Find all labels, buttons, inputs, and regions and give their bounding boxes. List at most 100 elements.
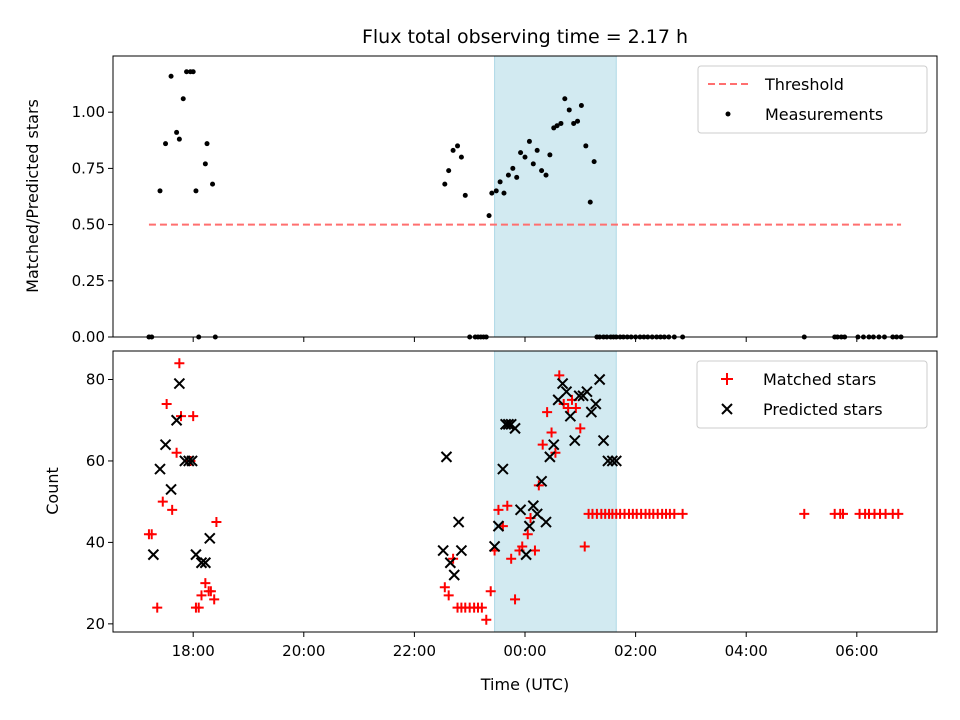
measurements-point — [157, 188, 163, 194]
measurements-point — [534, 147, 540, 153]
predicted-stars-point — [154, 463, 166, 475]
panel-count: 20 40 60 80 18:00 20:00 22:00 00:00 02:00 04:00 0… — [43, 350, 938, 694]
predicted-stars-point — [590, 398, 602, 410]
matched-stars-point — [209, 594, 220, 605]
matched-stars-point — [481, 614, 492, 625]
predicted-stars-point — [488, 540, 501, 553]
count-y-ticks: 20 40 60 80 — [86, 371, 113, 633]
measurements-point — [176, 136, 182, 142]
matched-stars-point — [152, 602, 163, 613]
measurements-point — [587, 199, 593, 205]
legend-matched-label: Matched stars — [763, 370, 876, 389]
predicted-stars-point — [509, 422, 521, 435]
matched-stars-point — [799, 508, 810, 519]
predicted-stars-point — [437, 544, 449, 557]
predicted-stars-point — [448, 569, 460, 581]
matched-stars-point — [837, 508, 848, 519]
predicted-stars-point — [548, 438, 560, 451]
predicted-stars-point — [523, 520, 536, 532]
matched-stars-point — [443, 590, 454, 601]
measurements-point — [562, 96, 568, 102]
predicted-stars-point — [147, 548, 160, 561]
predicted-stars-point — [606, 455, 619, 467]
measurements-point — [575, 118, 581, 124]
figure-title: Flux total observing time = 2.17 h — [362, 26, 688, 48]
y-tick-label: 0.00 — [72, 328, 105, 346]
count-x-ticks: 18:00 20:00 22:00 00:00 02:00 04:00 06:00 — [172, 632, 878, 660]
measurements-point — [168, 73, 174, 79]
predicted-stars-point — [602, 455, 614, 467]
measurements-point — [202, 161, 208, 167]
x-tick-label: 02:00 — [614, 642, 657, 660]
predicted-stars-point — [183, 455, 195, 467]
count-legend-box — [696, 360, 928, 429]
measurements-point — [539, 168, 545, 174]
measurements-point — [566, 107, 572, 113]
x-tick-label: 18:00 — [172, 642, 215, 660]
matched-stars-point — [510, 594, 521, 605]
legend-measurements-label: Measurements — [765, 105, 883, 124]
y-tick-label: 0.25 — [72, 272, 105, 290]
matched-stars-point — [146, 529, 157, 540]
y-tick-label: 80 — [86, 371, 105, 389]
matched-stars-point — [196, 590, 207, 601]
matched-stars-point — [171, 447, 182, 458]
matched-stars-point — [185, 455, 196, 466]
measurements-point — [184, 69, 190, 75]
predicted-stars-point — [159, 438, 172, 451]
measurements-point — [442, 181, 448, 187]
measurements-point — [526, 138, 532, 144]
measurements-point — [583, 143, 589, 149]
predicted-stars-point — [593, 373, 606, 386]
predicted-stars-point — [199, 557, 212, 569]
matched-stars-point — [188, 411, 199, 422]
measurements-point — [518, 150, 524, 156]
predicted-stars-point — [444, 557, 457, 569]
predicted-stars-point — [544, 451, 556, 463]
matched-stars-point — [161, 398, 172, 409]
measurements-point — [554, 123, 560, 129]
predicted-stars-point — [440, 451, 453, 463]
predicted-stars-point — [535, 475, 548, 488]
predicted-stars-point — [569, 434, 581, 447]
matched-stars-point — [529, 545, 540, 556]
ratio-y-ticks: 0.00 0.25 0.50 0.75 1.00 — [72, 103, 113, 346]
predicted-stars-point — [452, 516, 465, 528]
matched-stars-point — [570, 403, 581, 414]
matched-stars-point — [550, 447, 561, 458]
matched-stars-point — [522, 529, 533, 540]
predicted-stars-point — [455, 544, 468, 557]
legend-predicted-swatch — [721, 403, 733, 415]
predicted-stars-point — [190, 548, 202, 561]
measurements-point — [530, 161, 536, 167]
predicted-stars-point — [597, 434, 610, 447]
measurements-point — [514, 174, 520, 180]
matched-stars-point — [157, 496, 168, 507]
x-tick-label: 22:00 — [393, 642, 436, 660]
measurements-point — [591, 159, 597, 165]
y-tick-label: 0.50 — [72, 216, 105, 234]
matched-stars-point — [493, 504, 504, 515]
observing-window-band-ratio — [494, 55, 617, 338]
matched-stars-point — [200, 578, 211, 589]
matched-stars-point — [174, 358, 185, 369]
predicted-stars-point — [204, 532, 216, 545]
matched-stars-point — [476, 602, 487, 613]
predicted-stars-point — [573, 390, 585, 402]
measurements-point — [571, 120, 577, 126]
matched-stars-point — [502, 500, 513, 511]
measurements-point — [505, 172, 511, 178]
measurements-point — [489, 190, 495, 196]
y-tick-label: 40 — [86, 533, 105, 551]
measurements-point — [455, 143, 461, 149]
measurements-point — [522, 154, 528, 160]
matched-stars-point — [193, 602, 204, 613]
measurements-point — [210, 181, 216, 187]
predicted-stars-point — [527, 500, 540, 512]
predicted-stars-point — [585, 406, 598, 418]
ratio-x-ticks — [192, 337, 858, 342]
predicted-stars-point — [492, 520, 505, 532]
measurements-point — [180, 96, 186, 102]
matched-stars-point — [485, 586, 496, 597]
measurements-point — [450, 147, 456, 153]
